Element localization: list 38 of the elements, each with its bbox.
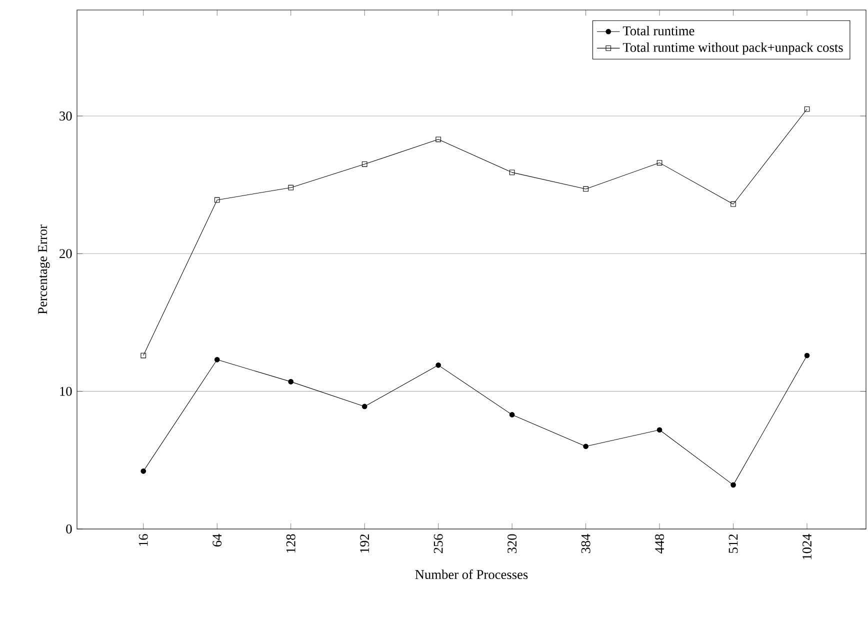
point <box>804 352 810 358</box>
x-tick-label: 320 <box>508 534 517 554</box>
point <box>804 106 810 112</box>
point <box>583 186 588 192</box>
point <box>509 412 515 418</box>
point <box>730 201 736 207</box>
point <box>140 468 146 474</box>
legend-label: Total runtime without pack+unpack costs <box>622 42 843 55</box>
y-tick-label: 0 <box>66 524 72 534</box>
x-tick-label: 256 <box>434 534 443 554</box>
legend-label: Total runtime <box>622 26 694 36</box>
y-axis-title: Percentage Error <box>38 224 50 314</box>
point <box>436 362 441 368</box>
point <box>214 356 220 362</box>
x-tick-label: 128 <box>286 534 296 553</box>
x-tick-label: 512 <box>728 534 738 553</box>
point <box>656 160 662 166</box>
point <box>288 184 294 190</box>
point <box>214 197 220 203</box>
point <box>362 404 368 410</box>
x-tick-label: 1024 <box>802 534 812 560</box>
point <box>288 379 294 384</box>
y-tick-label: 30 <box>60 112 72 120</box>
point <box>362 162 368 167</box>
point <box>583 444 588 450</box>
x-tick-label: 64 <box>212 534 222 546</box>
x-tick-label: 16 <box>138 534 148 546</box>
x-tick-label: 384 <box>581 534 590 554</box>
x-tick-label: 192 <box>360 534 370 553</box>
point <box>730 482 736 488</box>
point <box>656 427 662 433</box>
point <box>436 136 441 142</box>
y-tick-label: 10 <box>60 386 72 396</box>
y-tick-label: 20 <box>60 249 72 258</box>
x-tick-label: 448 <box>655 534 664 554</box>
x-axis-title: Number of Processes <box>415 570 528 580</box>
point <box>140 352 146 358</box>
point <box>509 170 515 176</box>
